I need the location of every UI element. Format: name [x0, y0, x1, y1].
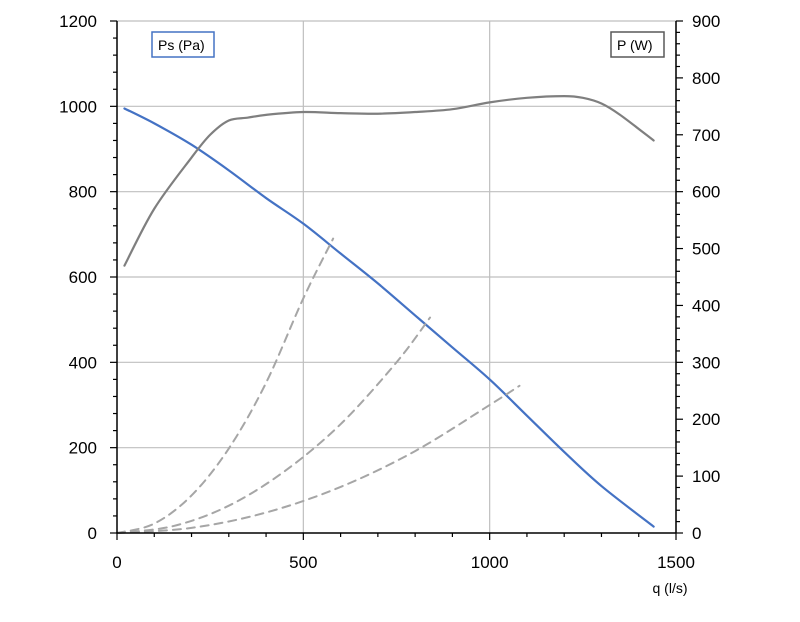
- system-curve-2: [116, 316, 432, 534]
- axes: [110, 20, 683, 540]
- y-right-tick-label: 100: [692, 467, 720, 486]
- legend-ps: Ps (Pa): [151, 31, 215, 58]
- series-lines: [116, 94, 655, 534]
- y-left-tick-label: 0: [88, 524, 97, 543]
- y-right-tick-label: 400: [692, 296, 720, 315]
- x-tick-label: 1500: [657, 553, 695, 572]
- grid-lines: [117, 20, 677, 533]
- y-left-tick-label: 400: [69, 353, 97, 372]
- y-right-tick-label: 300: [692, 353, 720, 372]
- y-right-tick-label: 200: [692, 410, 720, 429]
- y-right-tick-label: 800: [692, 69, 720, 88]
- y-left-tick-label: 1200: [59, 12, 97, 31]
- y-left-tick-label: 1000: [59, 97, 97, 116]
- legend-ps-label: Ps (Pa): [158, 37, 205, 53]
- y-right-tick-label: 600: [692, 183, 720, 202]
- system-curve-1: [116, 237, 335, 534]
- x-tick-label: 1000: [471, 553, 509, 572]
- power-curve: [123, 94, 655, 267]
- y-right-tick-label: 0: [692, 524, 701, 543]
- y-left-tick-label: 800: [69, 183, 97, 202]
- y-right-tick-label: 500: [692, 240, 720, 259]
- y-right-tick-label: 900: [692, 12, 720, 31]
- pressure-curve: [123, 107, 655, 528]
- x-axis-title: q (l/s): [653, 580, 688, 596]
- legend-p: P (W): [610, 31, 665, 58]
- tick-labels: 0 200 400 600 800 1000 1200 0 100 200 300 400 500 600…: [59, 12, 720, 572]
- y-left-tick-label: 200: [69, 439, 97, 458]
- x-tick-label: 0: [112, 553, 121, 572]
- x-tick-label: 500: [289, 553, 317, 572]
- system-curve-3: [116, 384, 521, 534]
- legend-p-box: [610, 31, 665, 58]
- legend-p-label: P (W): [617, 37, 653, 53]
- legend-ps-box: [151, 31, 215, 58]
- y-right-tick-label: 700: [692, 126, 720, 145]
- y-left-tick-label: 600: [69, 268, 97, 287]
